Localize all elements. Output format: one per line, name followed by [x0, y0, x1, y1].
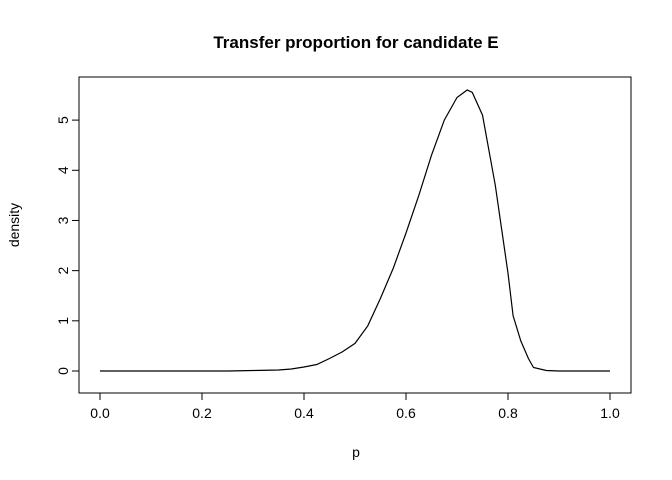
density-line: [100, 89, 610, 372]
y-axis-label: density: [6, 203, 22, 247]
y-axis: 0 1 2 3 4 5: [55, 116, 80, 375]
chart-title: Transfer proportion for candidate E: [213, 33, 498, 52]
x-tick-label: 0.6: [396, 405, 416, 421]
y-tick-label: 4: [55, 166, 71, 174]
x-tick-label: 0.0: [90, 405, 110, 421]
x-tick-label: 0.2: [192, 405, 212, 421]
y-tick-label: 2: [55, 267, 71, 275]
y-tick-label: 0: [55, 367, 71, 375]
x-tick-label: 0.4: [294, 405, 314, 421]
x-axis-label: p: [352, 444, 360, 460]
y-tick-label: 1: [55, 317, 71, 325]
x-axis: 0.0 0.2 0.4 0.6 0.8 1.0: [90, 392, 620, 421]
y-tick-label: 3: [55, 216, 71, 224]
plot-box: [78, 76, 632, 394]
x-tick-label: 1.0: [600, 405, 620, 421]
y-tick-label: 5: [55, 116, 71, 124]
x-tick-label: 0.8: [498, 405, 518, 421]
